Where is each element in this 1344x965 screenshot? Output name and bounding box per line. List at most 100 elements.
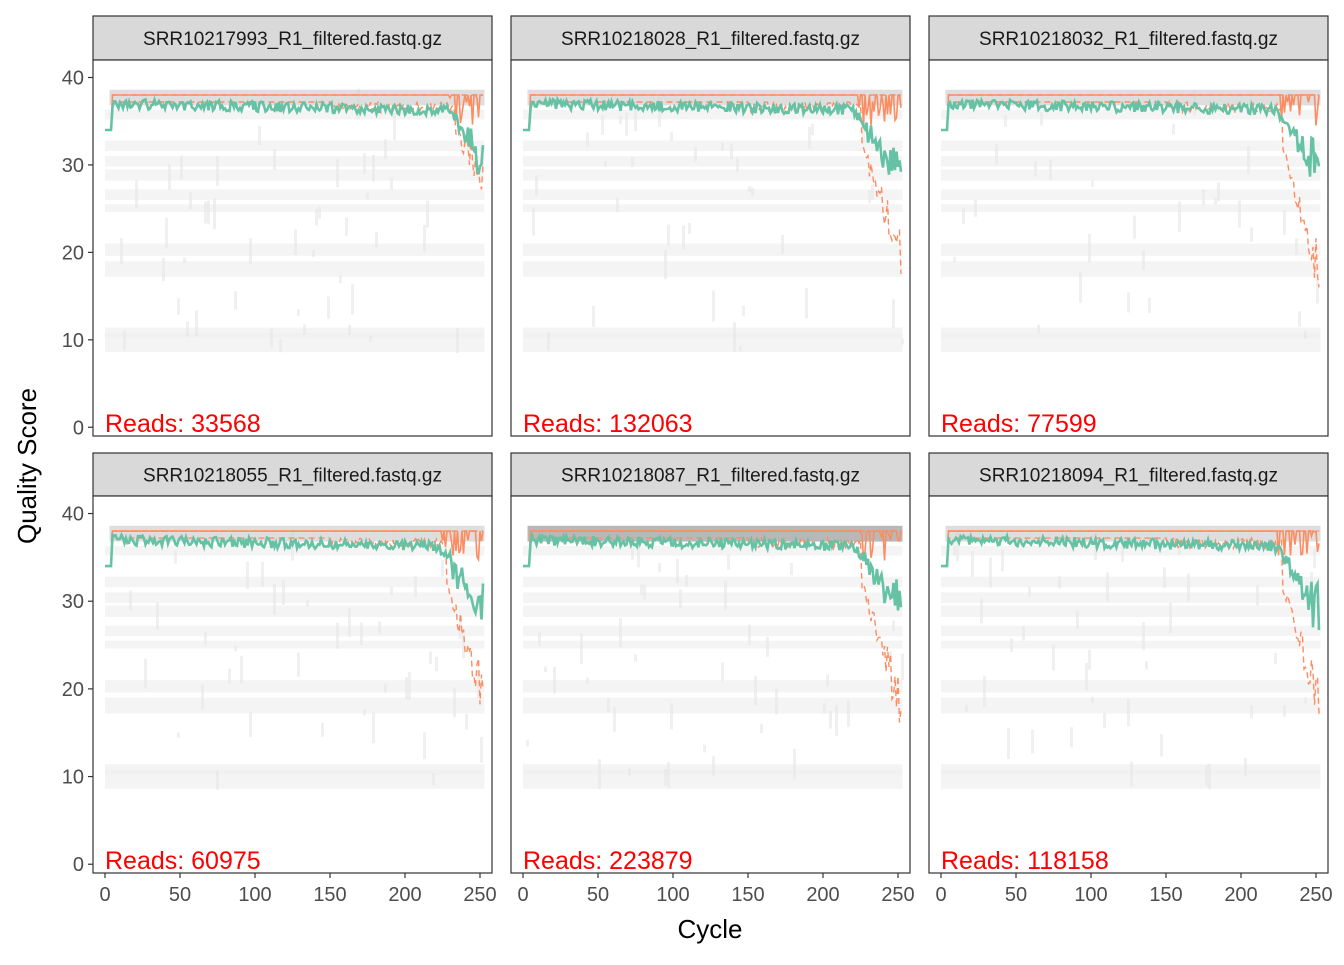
x-tick-label: 200 [388,884,421,906]
heatmap-cell [868,190,871,204]
heatmap-cell [249,238,252,265]
heatmap-cell [390,586,393,595]
heatmap-cell [213,198,216,230]
heatmap-cell [631,156,634,167]
heatmap-cell [435,656,438,672]
heatmap-cell [1316,280,1319,304]
heatmap-cell [339,275,342,284]
quality-heatmap [105,525,485,790]
heatmap-cell [808,126,811,149]
heatmap-cell [273,583,276,615]
heatmap-cell [1127,698,1130,727]
heatmap-cell [375,232,378,248]
heatmap-cell [1178,201,1181,232]
heatmap-cell [1049,159,1052,181]
heatmap-cell [811,123,814,136]
panel-border [928,59,1329,437]
heatmap-cell [306,599,309,607]
heatmap-cell [658,562,661,573]
heatmap-cell [892,620,895,632]
heatmap-band [105,189,485,200]
heatmap-cell [616,197,619,213]
heatmap-cell [1244,757,1247,776]
heatmap-band [523,697,903,714]
heatmap-cell [363,709,366,716]
heatmap-cell [315,208,318,226]
heatmap-cell [1010,638,1013,653]
panel-border [928,495,1329,874]
x-tick-label: 50 [587,884,609,906]
heatmap-cell [297,652,300,677]
heatmap-cell [1079,272,1082,303]
heatmap-band [105,697,485,714]
heatmap-cell [177,298,180,315]
heatmap-cell [829,710,832,729]
heatmap-band [523,625,903,637]
heatmap-cell [535,175,538,196]
heatmap-band [941,605,1321,617]
heatmap-cell [1163,567,1166,588]
heatmap-band [941,576,1321,588]
quality-heatmap [941,525,1321,790]
heatmap-band [941,680,1321,693]
heatmap-cell [465,714,468,730]
heatmap-cell [586,132,589,147]
heatmap-band [941,327,1321,339]
heatmap-cell [1172,123,1175,135]
heatmap-cell [1052,644,1055,671]
heatmap-cell [336,622,339,649]
heatmap-band [941,592,1321,603]
heatmap-cell [393,112,396,141]
panel-border [510,59,911,437]
heatmap-cell [366,192,369,200]
heatmap-cell [426,200,429,228]
heatmap-cell [748,186,751,192]
heatmap-cell [1001,549,1004,572]
median-line [105,94,484,131]
heatmap-cell [613,707,616,732]
heatmap-cell [1298,311,1301,327]
heatmap-cell [727,554,730,570]
facet-panel: SRR10218094_R1_filtered.fastq.gz Reads: 1… [928,452,1333,906]
heatmap-cell [862,118,865,143]
facet-panel: SRR10217993_R1_filtered.fastq.gz Reads: 3… [62,15,493,439]
facet-panel: SRR10218055_R1_filtered.fastq.gz Reads: 6… [62,452,497,906]
heatmap-cell [664,768,667,786]
heatmap-cell [601,114,604,136]
heatmap-cell [1088,649,1091,670]
heatmap-cell [682,225,685,250]
heatmap-cell [1148,298,1151,313]
heatmap-cell [532,207,535,236]
y-tick-label: 0 [73,854,84,876]
heatmap-cell [712,290,715,322]
heatmap-cell [1304,697,1307,704]
heatmap-cell [1022,626,1025,641]
heatmap-cell [598,759,601,789]
heatmap-cell [1214,197,1217,205]
heatmap-cell [363,153,366,174]
heatmap-cell [1304,330,1307,339]
heatmap-cell [216,770,219,790]
heatmap-cell [1130,761,1133,787]
heatmap-cell [688,222,691,234]
median-line [941,529,1320,567]
heatmap-cell [294,229,297,256]
heatmap-band [523,243,903,256]
heatmap-band [105,625,485,637]
x-tick-label: 250 [1299,884,1332,906]
facet-title: SRR10217993_R1_filtered.fastq.gz [143,29,442,50]
heatmap-cell [604,161,607,167]
heatmap-cell [249,711,252,737]
median-line [941,94,1320,131]
heatmap-cell [279,338,282,353]
heatmap-cell [246,561,249,589]
heatmap-cell [144,658,147,689]
heatmap-cell [703,744,706,753]
heatmap-band [105,576,485,588]
panel-border [510,495,911,874]
heatmap-band [523,576,903,588]
median-line [105,530,484,567]
heatmap-cell [180,155,183,180]
heatmap-cell [336,159,339,188]
